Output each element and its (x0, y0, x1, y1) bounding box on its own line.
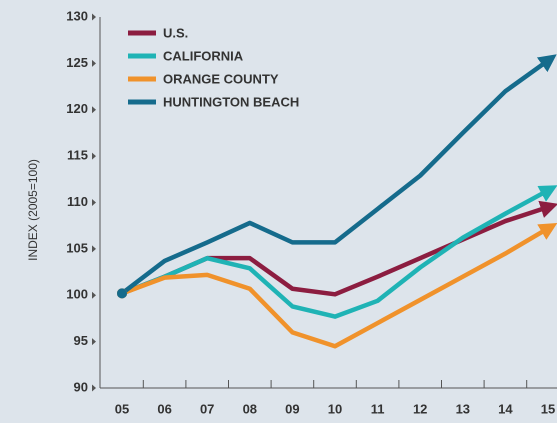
y-tick-mark (92, 291, 96, 299)
x-tick-label: 12 (413, 401, 427, 416)
x-tick-label: 15 (541, 401, 555, 416)
y-tick-label: 90 (74, 379, 88, 394)
y-tick-label: 120 (66, 101, 88, 116)
y-tick-mark (92, 384, 96, 392)
x-tick-label: 11 (371, 401, 385, 416)
x-tick-label: 05 (115, 401, 129, 416)
y-tick-label: 125 (66, 55, 88, 70)
y-axis-label: INDEX (2005=100) (26, 159, 40, 261)
y-tick-label: 130 (66, 8, 88, 23)
start-dot (117, 288, 127, 299)
x-tick-label: 06 (157, 401, 171, 416)
x-tick-label: 14 (498, 401, 513, 416)
x-tick-label: 08 (243, 401, 257, 416)
x-tick-label: 13 (456, 401, 470, 416)
y-tick-mark (92, 245, 96, 253)
x-tick-label: 07 (200, 401, 214, 416)
y-tick-label: 100 (66, 287, 88, 302)
legend-label: HUNTINGTON BEACH (163, 94, 299, 109)
y-tick-mark (92, 106, 96, 114)
legend-label: CALIFORNIA (163, 48, 244, 63)
series-line (121, 185, 557, 319)
y-tick-label: 95 (74, 333, 88, 348)
legend-label: ORANGE COUNTY (163, 71, 279, 86)
series-line (121, 222, 557, 349)
x-tick-label: 09 (285, 401, 299, 416)
y-tick-mark (92, 199, 96, 206)
series-line (120, 54, 557, 296)
y-tick-mark (92, 152, 96, 160)
y-tick-mark (92, 13, 96, 21)
x-tick-label: 10 (328, 401, 342, 416)
y-tick-label: 105 (66, 240, 88, 255)
y-tick-mark (92, 59, 96, 67)
legend-label: U.S. (163, 25, 188, 40)
y-tick-label: 115 (67, 148, 88, 163)
y-tick-label: 110 (67, 194, 88, 209)
y-tick-mark (92, 338, 96, 346)
